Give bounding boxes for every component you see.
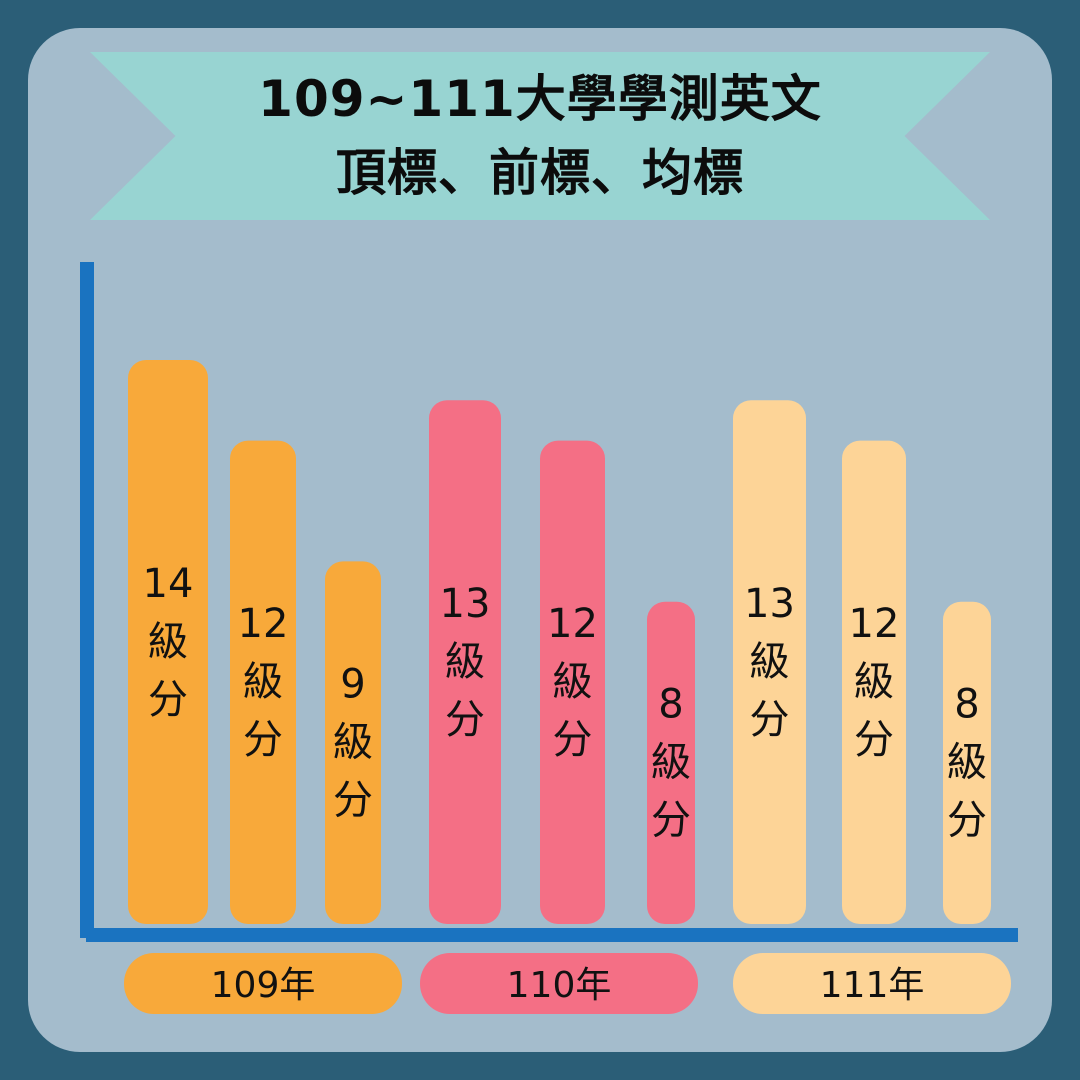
title-line-1: 109~111大學學測英文 xyxy=(258,70,822,128)
category-pill xyxy=(124,953,402,1014)
bar-value-label: 分 xyxy=(333,777,373,823)
bar-value-label: 級 xyxy=(445,639,485,685)
title-ribbon xyxy=(90,52,990,220)
category-pill xyxy=(733,953,1011,1014)
bar-110年-1 xyxy=(540,440,605,924)
bar-value-label: 12 xyxy=(849,601,900,647)
bar-value-label: 級 xyxy=(947,740,987,786)
bar-111年-2 xyxy=(943,601,991,924)
bar-value-label: 級 xyxy=(553,659,593,705)
bar-109年-1 xyxy=(230,440,296,924)
bar-value-label: 12 xyxy=(238,601,289,647)
bar-value-label: 分 xyxy=(651,798,691,844)
bar-value-label: 級 xyxy=(750,639,790,685)
chart-title: 109~111大學學測英文 頂標、前標、均標 xyxy=(90,62,990,210)
bar-109年-0 xyxy=(128,360,208,924)
bar-110年-0 xyxy=(429,400,501,924)
bar-value-label: 8 xyxy=(658,682,683,728)
bar-value-label: 分 xyxy=(854,717,894,763)
bar-value-label: 13 xyxy=(440,581,491,627)
title-line-2: 頂標、前標、均標 xyxy=(336,144,744,202)
bar-value-label: 12 xyxy=(547,601,598,647)
bar-value-label: 分 xyxy=(947,798,987,844)
bar-value-label: 分 xyxy=(750,697,790,743)
bar-111年-0 xyxy=(733,400,806,924)
bar-value-label: 級 xyxy=(333,719,373,765)
category-label: 110年 xyxy=(507,965,612,1006)
bar-value-label: 級 xyxy=(651,740,691,786)
category-label: 109年 xyxy=(211,965,316,1006)
bar-110年-2 xyxy=(647,601,695,924)
bar-value-label: 8 xyxy=(954,682,979,728)
bar-value-label: 分 xyxy=(243,717,283,763)
bar-111年-1 xyxy=(842,440,906,924)
bar-value-label: 級 xyxy=(148,619,188,665)
bar-value-label: 級 xyxy=(243,659,283,705)
category-pill xyxy=(420,953,698,1014)
bar-109年-2 xyxy=(325,561,381,924)
bar-value-label: 級 xyxy=(854,659,894,705)
bar-value-label: 13 xyxy=(744,581,795,627)
y-axis xyxy=(80,262,94,938)
bar-value-label: 14 xyxy=(143,561,194,607)
x-axis xyxy=(86,928,1018,942)
bar-value-label: 9 xyxy=(340,661,365,707)
bar-value-label: 分 xyxy=(445,697,485,743)
bar-value-label: 分 xyxy=(553,717,593,763)
category-label: 111年 xyxy=(820,965,925,1006)
bar-value-label: 分 xyxy=(148,677,188,723)
